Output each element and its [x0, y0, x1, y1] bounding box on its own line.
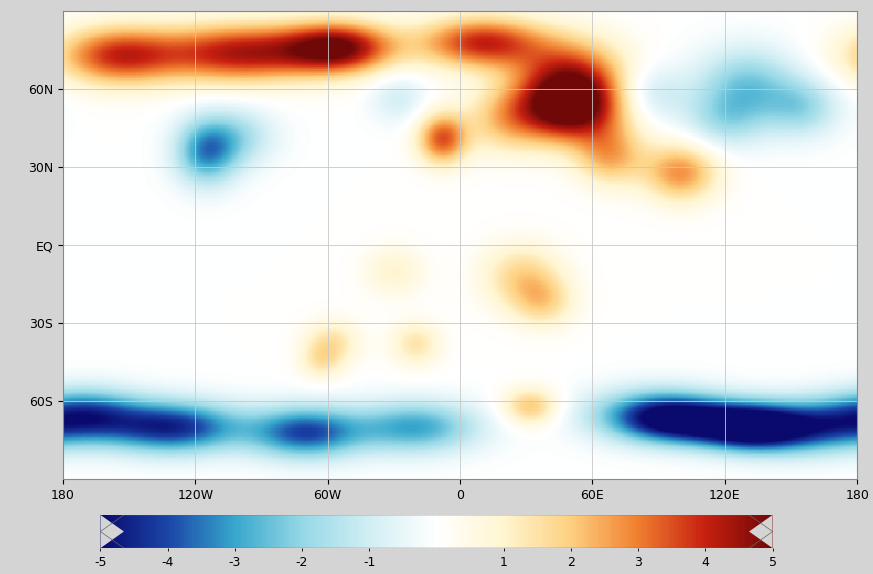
Polygon shape	[749, 515, 773, 548]
Polygon shape	[100, 515, 124, 548]
